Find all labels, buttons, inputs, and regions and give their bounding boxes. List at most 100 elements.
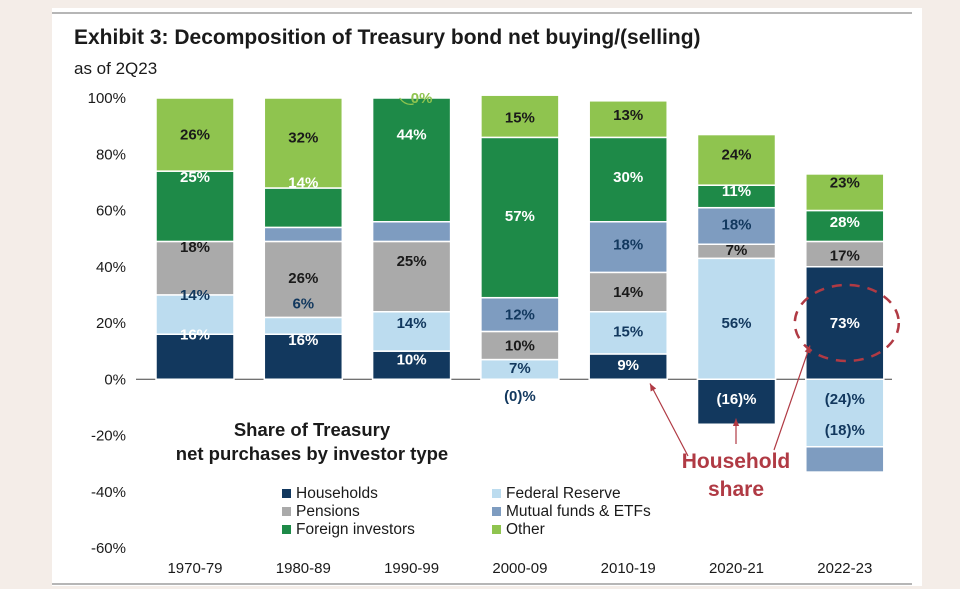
bar-segment	[805, 446, 885, 473]
bar-segment	[263, 97, 344, 189]
bar-segment	[588, 311, 668, 355]
data-label: 13%	[613, 107, 643, 124]
data-label: 7%	[509, 360, 531, 377]
legend-label: Federal Reserve	[506, 485, 621, 502]
data-label: 26%	[288, 270, 318, 287]
data-label: 0%	[411, 90, 433, 107]
chart-card: Exhibit 3: Decomposition of Treasury bon…	[52, 8, 922, 586]
highlight-ellipse	[793, 283, 901, 363]
y-tick-label: 80%	[96, 146, 126, 163]
bar-segment	[588, 353, 668, 380]
y-tick-label: -20%	[91, 428, 126, 445]
bar-segment	[588, 221, 668, 274]
y-tick-label: -40%	[91, 484, 126, 501]
data-label: 9%	[617, 357, 639, 374]
data-label: 14%	[180, 287, 210, 304]
annotation-arrow	[773, 345, 811, 451]
data-label: 10%	[397, 352, 427, 369]
legend-swatch	[282, 507, 291, 516]
bar-segment	[480, 94, 560, 139]
data-label: 32%	[288, 129, 318, 146]
data-label: 73%	[830, 315, 860, 332]
bar-segment	[263, 333, 344, 380]
x-tick-label: 2000-09	[492, 560, 547, 577]
bar-segment	[480, 136, 560, 299]
data-label: 6%	[292, 295, 314, 312]
x-tick-label: 1990-99	[384, 560, 439, 577]
annotation-text: share	[708, 478, 764, 501]
data-label: 18%	[721, 217, 751, 234]
bar-segment	[263, 240, 344, 319]
x-tick-label: 2022-23	[817, 560, 872, 577]
y-tick-label: 0%	[104, 371, 126, 388]
annotation-arrow-head	[804, 345, 811, 354]
bar-segment	[805, 173, 885, 212]
x-tick-label: 1980-89	[276, 560, 331, 577]
data-label: (24)%	[825, 391, 865, 408]
bar-segment	[588, 136, 668, 223]
bar-segment	[371, 221, 452, 243]
data-label: 11%	[722, 183, 751, 200]
data-label: 15%	[505, 110, 535, 127]
data-label: (18)%	[825, 422, 865, 439]
bar-segment	[588, 100, 668, 139]
data-label: 12%	[505, 307, 535, 324]
bar-segment	[696, 206, 777, 245]
annotation-text: Household	[682, 450, 791, 473]
bar-segment	[263, 226, 344, 243]
y-tick-label: 20%	[96, 315, 126, 332]
data-label: 25%	[397, 253, 427, 270]
bar-segment	[371, 97, 452, 223]
label-leader	[399, 97, 414, 105]
bar-segment	[371, 240, 452, 313]
legend-label: Pensions	[296, 503, 360, 520]
data-label: 15%	[613, 323, 643, 340]
data-label: 14%	[288, 174, 318, 191]
bar-segment	[696, 257, 777, 380]
data-label: 10%	[505, 338, 535, 355]
chart: Exhibit 3: Decomposition of Treasury bon…	[52, 12, 912, 585]
legend-swatch	[492, 507, 501, 516]
bar-segment	[155, 240, 235, 296]
bar-segment	[263, 187, 344, 229]
bar-segment	[480, 296, 560, 333]
annotation-arrow	[649, 383, 689, 457]
y-tick-label: 60%	[96, 203, 126, 220]
legend-swatch	[492, 489, 501, 498]
data-label: 23%	[830, 174, 860, 191]
legend-label: Households	[296, 485, 378, 502]
data-label: 44%	[397, 127, 427, 144]
y-tick-label: 100%	[88, 90, 126, 107]
y-tick-label: 40%	[96, 259, 126, 276]
legend-swatch	[282, 489, 291, 498]
annotation-arrow-head	[650, 383, 657, 392]
legend-label: Mutual funds & ETFs	[506, 503, 651, 520]
data-label: 16%	[288, 332, 318, 349]
data-label: 14%	[613, 284, 643, 301]
data-label: 18%	[180, 239, 210, 256]
legend-swatch	[282, 525, 291, 534]
bar-segment	[696, 133, 777, 186]
bar-segment	[588, 271, 668, 313]
x-tick-label: 1970-79	[167, 560, 222, 577]
data-label: 57%	[505, 208, 535, 225]
data-label: 25%	[180, 169, 210, 186]
bar-segment	[805, 209, 885, 243]
chart-subtitle: as of 2Q23	[74, 59, 157, 78]
data-label: 18%	[613, 236, 643, 253]
annotation-arrow-head	[732, 418, 740, 426]
x-tick-label: 2010-19	[601, 560, 656, 577]
bar-segment	[805, 378, 885, 448]
data-label: 17%	[830, 248, 860, 265]
data-label: 7%	[726, 242, 748, 259]
legend-label: Other	[506, 521, 545, 538]
inner-title: net purchases by investor type	[176, 443, 448, 464]
data-label: 28%	[830, 214, 860, 231]
bar-segment	[696, 378, 777, 425]
legend-label: Foreign investors	[296, 521, 415, 538]
bar-segment	[371, 311, 452, 352]
bar-segment	[155, 333, 235, 380]
bar-segment	[155, 170, 235, 243]
data-label: 56%	[721, 315, 751, 332]
data-label: 24%	[721, 146, 751, 163]
